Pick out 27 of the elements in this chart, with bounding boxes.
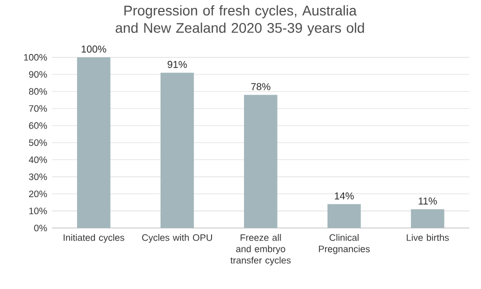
y-tick-label: 10% [29, 208, 47, 214]
y-tick-label: 70% [29, 105, 47, 112]
y-tick-label: 0% [34, 224, 47, 232]
bar [410, 209, 444, 228]
chart-title: Progression of fresh cycles, Australia and New Zealand 2020 35-39 years old [116, 5, 364, 36]
data-label: 91% [168, 60, 187, 68]
bar [160, 72, 194, 228]
y-tick-label: 90% [29, 71, 47, 78]
data-label: 14% [334, 192, 354, 200]
bar [327, 204, 361, 228]
data-label: 100% [82, 46, 106, 53]
data-label: 78% [251, 83, 270, 90]
y-tick-label: 50% [28, 139, 47, 146]
x-tick-label: Cycles with OPU [142, 234, 212, 243]
y-tick-label: 40% [28, 156, 47, 164]
bar [77, 57, 110, 228]
x-tick-label: Live births [406, 234, 449, 241]
y-tick-label: 30% [28, 174, 47, 180]
x-tick-label: Clinical Pregnancies [318, 234, 370, 254]
bar [244, 94, 278, 228]
y-tick-label: 60% [29, 122, 47, 129]
x-tick-label: Initiated cycles [64, 234, 124, 243]
y-tick-label: 20% [29, 190, 47, 198]
data-label: 11% [418, 198, 437, 205]
y-tick-label: 100% [24, 54, 47, 61]
y-tick-label: 80% [29, 88, 47, 95]
x-tick-label: Freeze all and embryo transfer cycles [230, 234, 291, 266]
